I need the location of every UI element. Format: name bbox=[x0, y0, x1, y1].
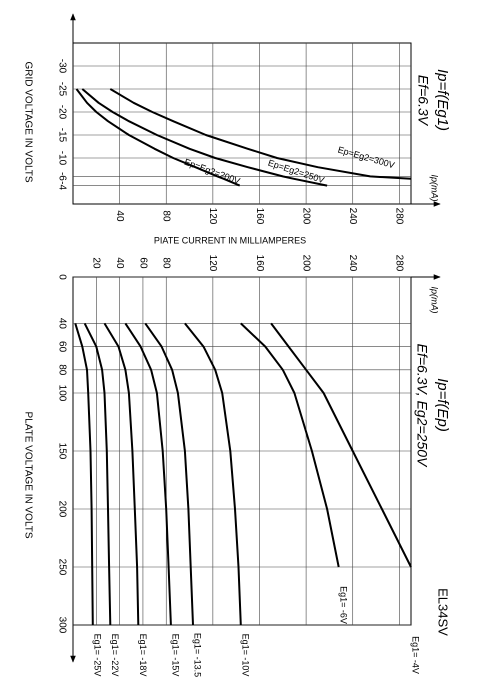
axis-arrow-label: Ip(mA) bbox=[430, 287, 440, 314]
x-tick-label: -4 bbox=[56, 181, 67, 190]
series-label: Eg1= -22V bbox=[110, 634, 120, 677]
curve bbox=[75, 88, 241, 187]
x-tick-label: -10 bbox=[56, 151, 67, 166]
series-label: Eg1= -10V bbox=[240, 634, 250, 677]
y-tick-label: 40 bbox=[114, 210, 125, 222]
y-tick-label: 60 bbox=[137, 257, 148, 269]
curve bbox=[144, 322, 194, 626]
series-label: Eg1= -13.5 bbox=[193, 633, 203, 677]
chart-subtitle: Ef=6.3V, Eg2=250V bbox=[414, 344, 430, 468]
y-tick-label: 120 bbox=[207, 208, 218, 225]
x-tick-label: 100 bbox=[56, 385, 67, 402]
curve bbox=[74, 323, 94, 626]
y-tick-label: 240 bbox=[347, 255, 358, 272]
x-tick-label: -25 bbox=[56, 82, 67, 97]
curve bbox=[270, 322, 412, 568]
y-tick-label: 120 bbox=[207, 255, 218, 272]
series-label: Ep=Eg2=200V bbox=[183, 157, 241, 186]
x-tick-label: 150 bbox=[56, 443, 67, 460]
y-tick-label: 80 bbox=[161, 257, 172, 269]
x-tick-label: 60 bbox=[56, 341, 67, 353]
x-tick-label: 40 bbox=[56, 318, 67, 330]
series-label: Eg1= -4V bbox=[411, 636, 421, 674]
curve bbox=[240, 322, 340, 568]
y-tick-label: 200 bbox=[300, 208, 311, 225]
x-tick-label: 0 bbox=[56, 274, 67, 280]
x-axis-label: GRID VOLTAGE IN VOLTS bbox=[22, 61, 33, 182]
y-tick-label: 40 bbox=[114, 257, 125, 269]
annotation: EL34SV bbox=[436, 588, 451, 636]
chart-title: Ip=f(Eg1) bbox=[434, 69, 451, 131]
x-tick-label: -20 bbox=[56, 105, 67, 120]
series-label: Eg1= -15V bbox=[171, 634, 181, 677]
x-tick-label: -6 bbox=[56, 172, 67, 181]
series-label: Eg1= -6V bbox=[338, 586, 348, 624]
y-tick-label: 240 bbox=[347, 208, 358, 225]
series-label: Ep=Eg2=300V bbox=[337, 145, 396, 171]
y-tick-label: 280 bbox=[394, 208, 405, 225]
x-tick-label: 200 bbox=[56, 501, 67, 518]
y-tick-label: 160 bbox=[254, 208, 265, 225]
x-tick-label: -15 bbox=[56, 128, 67, 143]
chart-title: Ip=f(Ep) bbox=[434, 378, 451, 432]
curve bbox=[81, 88, 328, 187]
y-tick-label: 200 bbox=[300, 255, 311, 272]
x-tick-label: 80 bbox=[56, 364, 67, 376]
series-label: Eg1= -25V bbox=[92, 634, 102, 677]
y-tick-label: 160 bbox=[254, 255, 265, 272]
x-axis-label: PLATE VOLTAGE IN VOLTS bbox=[22, 411, 33, 538]
y-axis-label: PIATE CURRENT IN MILLIAMPERES bbox=[154, 235, 306, 245]
axis-arrow-label: Ip(mA) bbox=[430, 175, 440, 202]
x-tick-label: 250 bbox=[56, 559, 67, 576]
x-tick-label: -30 bbox=[56, 59, 67, 74]
plot-frame bbox=[72, 42, 412, 205]
y-tick-label: 80 bbox=[161, 210, 172, 222]
curve bbox=[109, 88, 412, 180]
curve bbox=[184, 322, 242, 626]
curve bbox=[124, 322, 172, 626]
y-tick-label: 20 bbox=[91, 257, 102, 269]
curve bbox=[83, 322, 112, 626]
chart-subtitle: Ef=6.3V bbox=[415, 75, 431, 127]
y-tick-label: 280 bbox=[394, 255, 405, 272]
curve bbox=[103, 322, 140, 626]
x-tick-label: 300 bbox=[56, 617, 67, 634]
series-label: Eg1= -18V bbox=[138, 634, 148, 677]
